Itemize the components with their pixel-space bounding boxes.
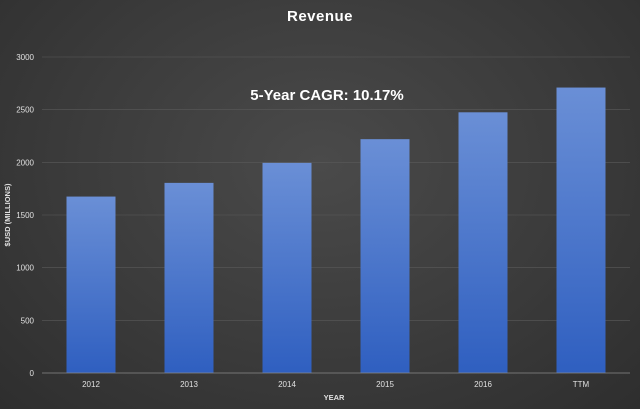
bar-2014: [262, 162, 312, 373]
y-tick-label: 1500: [16, 211, 34, 220]
bars: [66, 87, 606, 374]
x-axis-ticks: 2012 2013 2014 2015 2016 TTM: [82, 380, 589, 389]
bar-2012: [66, 196, 116, 373]
bar-2015: [360, 139, 410, 373]
x-tick-label: 2014: [278, 380, 296, 389]
chart-title: Revenue: [287, 8, 353, 25]
y-tick-label: 2500: [16, 106, 34, 115]
bar-2016: [458, 112, 508, 374]
y-axis-label: $USD (MILLIONS): [3, 183, 12, 246]
x-tick-label: 2016: [474, 380, 492, 389]
y-tick-label: 2000: [16, 158, 34, 167]
y-tick-label: 500: [21, 316, 35, 325]
x-tick-label: 2013: [180, 380, 198, 389]
x-axis-label: YEAR: [324, 393, 345, 402]
bar-ttm: [556, 87, 606, 374]
x-tick-label: 2015: [376, 380, 394, 389]
gridlines: [42, 56, 630, 321]
x-tick-label: 2012: [82, 380, 100, 389]
cagr-annotation: 5-Year CAGR: 10.17%: [250, 87, 403, 104]
y-axis-ticks: 0 500 1000 1500 2000 2500 3000: [16, 53, 34, 378]
y-tick-label: 1000: [16, 264, 34, 273]
x-tick-label: TTM: [573, 380, 590, 389]
y-tick-label: 0: [30, 369, 35, 378]
bar-2013: [164, 182, 214, 373]
y-tick-label: 3000: [16, 53, 34, 62]
